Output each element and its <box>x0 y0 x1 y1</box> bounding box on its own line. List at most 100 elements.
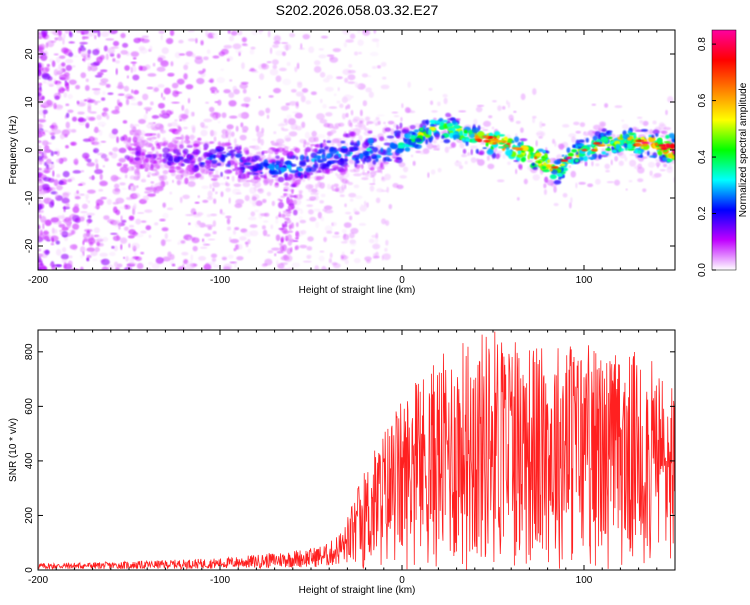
spectral-blob <box>66 128 72 133</box>
spectrogram-y-tick-label: -20 <box>24 238 35 253</box>
spectral-blob <box>347 81 356 85</box>
spectral-blob <box>227 146 233 150</box>
spectral-blob <box>292 182 298 187</box>
spectral-blob <box>349 148 354 152</box>
spectrogram-y-tick-label: 0 <box>24 147 35 153</box>
chart-title: S202.2026.058.03.32.E27 <box>276 2 439 18</box>
spectral-blob <box>258 154 266 160</box>
spectral-blob <box>655 133 659 137</box>
spectral-blob <box>672 138 675 143</box>
spectral-blob <box>187 30 195 33</box>
spectral-blob <box>280 238 284 243</box>
spectral-blob <box>72 116 78 122</box>
spectral-blob <box>154 185 164 192</box>
spectral-blob <box>61 213 65 220</box>
spectral-blob <box>295 231 298 238</box>
spectral-blob <box>598 125 603 130</box>
spectral-blob <box>206 213 211 218</box>
spectral-blob <box>259 73 265 80</box>
spectral-blob <box>194 201 200 204</box>
spectral-blob <box>164 239 172 242</box>
spectral-blob <box>346 104 351 109</box>
spectral-blob <box>240 122 244 128</box>
spectral-blob <box>147 151 153 155</box>
spectral-blob <box>595 163 600 167</box>
spectral-blob <box>86 32 95 37</box>
spectral-blob <box>447 118 455 121</box>
spectral-blob <box>474 138 483 142</box>
spectral-blob <box>91 30 100 34</box>
spectral-blob <box>543 183 547 189</box>
spectral-blob <box>668 133 675 139</box>
spectral-blob <box>358 51 362 55</box>
spectral-blob <box>74 196 81 200</box>
spectral-blob <box>193 143 199 148</box>
spectral-blob <box>366 147 372 151</box>
spectral-blob <box>313 66 322 73</box>
spectral-blob <box>245 243 249 248</box>
spectral-blob <box>465 141 469 146</box>
spectral-blob <box>38 32 42 36</box>
spectral-blob <box>306 171 314 176</box>
spectral-blob <box>344 184 347 190</box>
spectral-blob <box>111 245 115 249</box>
spectral-blob <box>89 64 98 72</box>
spectral-blob <box>213 136 217 142</box>
spectral-blob <box>294 66 298 73</box>
spectral-blob <box>95 163 99 170</box>
spectral-blob <box>446 122 454 128</box>
spectral-blob <box>502 154 506 160</box>
spectral-blob <box>199 176 204 180</box>
spectral-blob <box>38 248 42 252</box>
spectral-blob <box>212 55 220 59</box>
spectral-blob <box>159 153 163 158</box>
spectral-blob <box>319 250 325 253</box>
spectral-blob <box>347 74 356 81</box>
spectral-blob <box>100 69 108 73</box>
spectral-blob <box>584 161 588 167</box>
spectral-blob <box>93 227 100 234</box>
spectral-blob <box>86 158 92 163</box>
spectral-blob <box>171 109 174 113</box>
spectral-blob <box>260 138 264 146</box>
spectral-blob <box>153 87 160 92</box>
spectral-blob <box>154 222 159 226</box>
spectral-blob <box>663 163 668 168</box>
spectral-blob <box>39 215 47 223</box>
spectral-blob <box>313 60 321 66</box>
spectral-blob <box>281 41 289 44</box>
spectral-blob <box>51 60 56 68</box>
spectral-blob <box>95 198 104 206</box>
spectral-blob <box>123 226 129 231</box>
spectral-blob <box>663 141 671 144</box>
spectral-blob <box>476 158 480 162</box>
spectral-blob <box>114 188 120 192</box>
spectral-blob <box>428 87 433 91</box>
spectral-blob <box>131 89 134 94</box>
spectral-blob <box>156 66 166 72</box>
spectral-blob <box>162 147 170 154</box>
spectral-blob <box>82 36 85 41</box>
spectral-blob <box>262 229 268 237</box>
spectral-blob <box>311 130 317 138</box>
spectral-blob <box>541 165 547 170</box>
spectral-blob <box>170 121 178 127</box>
spectral-blob <box>544 153 548 159</box>
spectral-blob <box>113 245 118 252</box>
spectral-blob <box>292 209 298 216</box>
spectral-blob <box>118 102 123 108</box>
spectral-blob <box>230 154 234 159</box>
spectral-blob <box>121 219 127 224</box>
spectral-blob <box>560 163 566 166</box>
spectral-blob <box>101 124 105 128</box>
spectral-blob <box>516 153 525 158</box>
spectral-blob <box>94 205 101 209</box>
spectral-blob <box>123 163 128 168</box>
spectral-blob <box>323 122 331 128</box>
spectral-blob <box>428 129 432 136</box>
spectral-blob <box>39 190 47 195</box>
spectral-blob <box>67 232 73 236</box>
spectral-blob <box>65 82 70 89</box>
spectral-blob <box>450 142 456 148</box>
